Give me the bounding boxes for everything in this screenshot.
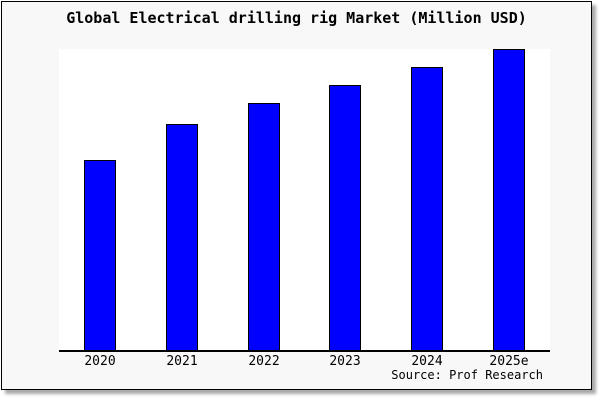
x-tick-label-2024: 2024 (411, 354, 443, 369)
chart-title: Global Electrical drilling rig Market (M… (66, 9, 527, 27)
x-tick-label-2022: 2022 (248, 354, 280, 369)
x-tick-label-2021: 2021 (166, 354, 198, 369)
bar-2025e (493, 49, 525, 350)
bar-2020 (84, 160, 116, 350)
bar-2024 (411, 67, 443, 350)
bar-2021 (166, 124, 198, 350)
x-tick-label-2025e: 2025e (489, 354, 529, 369)
bar-2023 (329, 85, 361, 350)
x-tick-label-2023: 2023 (329, 354, 361, 369)
chart-card: Global Electrical drilling rig Market (M… (1, 1, 592, 390)
plot-area (59, 49, 550, 352)
x-axis-labels: 2020 2021 2022 2023 2024 2025e (59, 354, 550, 370)
source-caption: Source: Prof Research (391, 368, 543, 382)
x-tick-label-2020: 2020 (84, 354, 116, 369)
bar-2022 (248, 103, 280, 350)
